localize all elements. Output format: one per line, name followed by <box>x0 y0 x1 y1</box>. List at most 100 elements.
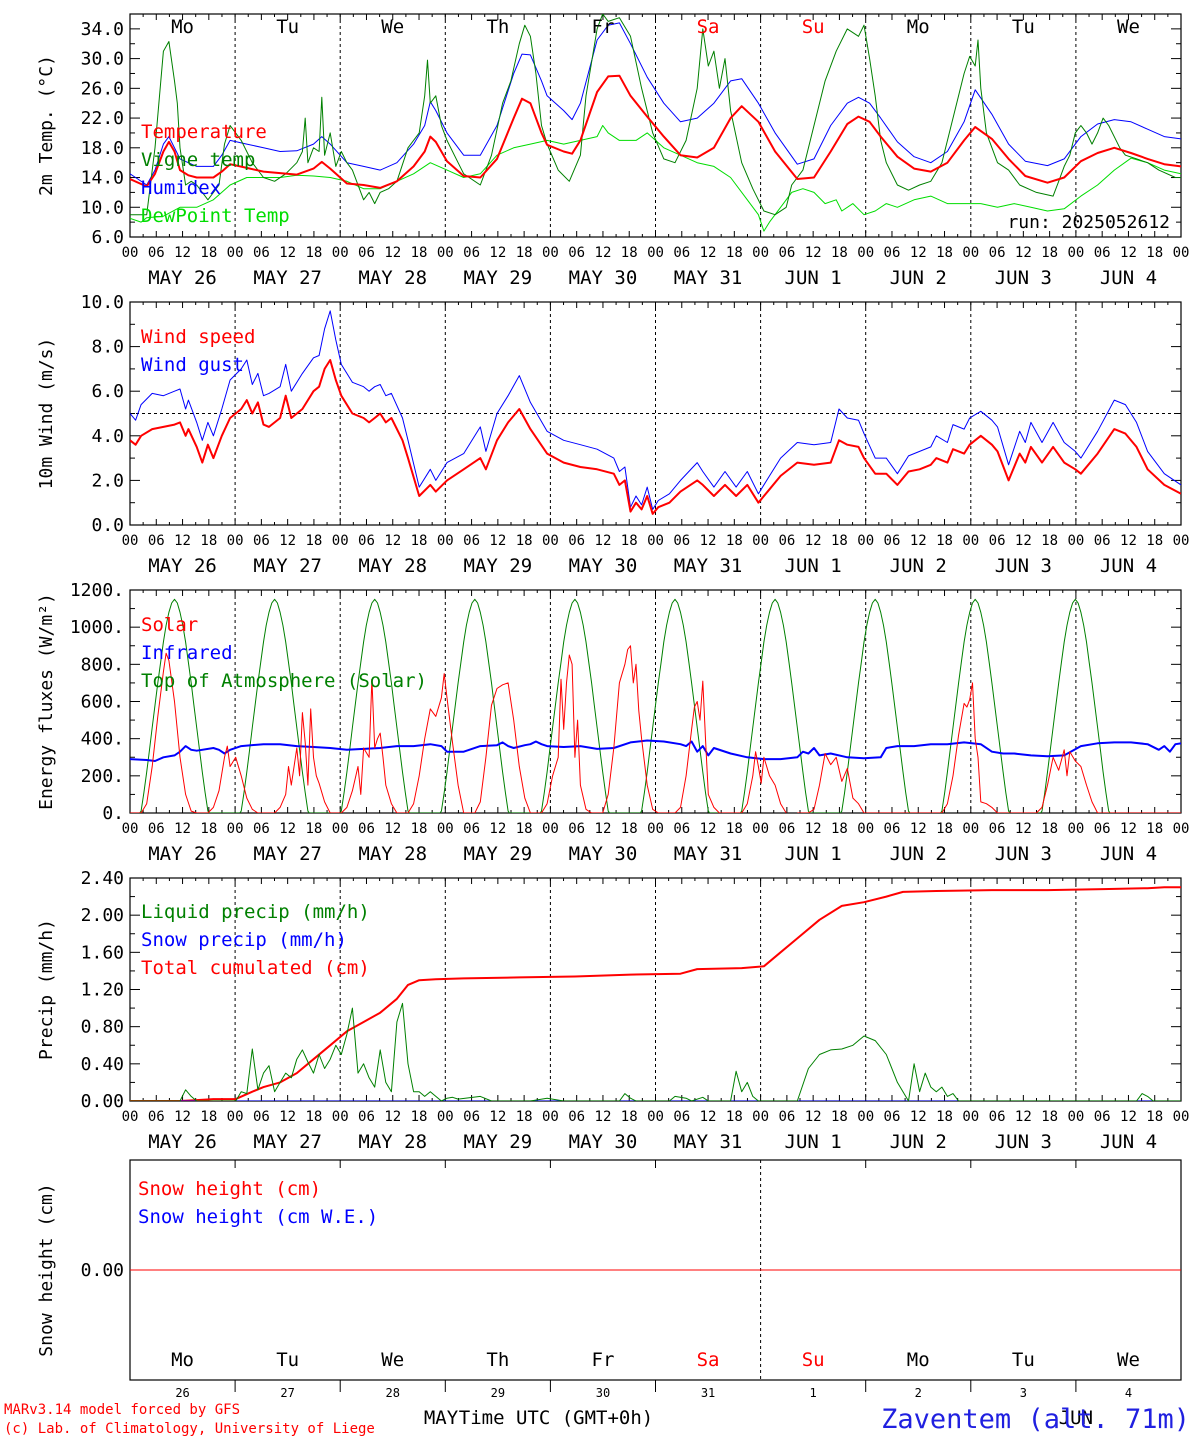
hour-label: 06 <box>884 1109 901 1125</box>
day-number: 28 <box>386 1386 400 1400</box>
y-tick-label: 8.0 <box>91 337 124 358</box>
hour-label: 18 <box>1146 1109 1163 1125</box>
day-label: JUN 3 <box>995 843 1052 865</box>
run-annotation: run: 2025052612 <box>1007 212 1170 233</box>
hour-label: 18 <box>200 821 217 837</box>
y-tick-label: 0.00 <box>81 1260 124 1281</box>
y-tick-label: 2.40 <box>81 868 124 889</box>
hour-label: 12 <box>700 533 717 549</box>
hour-label: 06 <box>358 1109 375 1125</box>
weekday-label: We <box>1117 1349 1140 1371</box>
day-label: MAY 30 <box>569 843 638 865</box>
hour-label: 12 <box>174 245 191 261</box>
y-tick-label: 10.0 <box>81 292 124 313</box>
day-label: JUN 4 <box>1100 843 1157 865</box>
day-label: MAY 31 <box>674 555 743 577</box>
day-label: JUN 2 <box>890 555 947 577</box>
model-credit: MARv3.14 model forced by GFS <box>4 1402 240 1418</box>
legend-entry: Top of Atmosphere (Solar) <box>141 670 427 692</box>
hour-label: 12 <box>910 821 927 837</box>
hour-label: 18 <box>411 533 428 549</box>
day-label: MAY 27 <box>253 267 322 289</box>
hour-label: 06 <box>1094 245 1111 261</box>
hour-label: 06 <box>568 245 585 261</box>
hour-label: 12 <box>384 533 401 549</box>
day-number: 27 <box>280 1386 294 1400</box>
hour-label: 00 <box>1067 1109 1084 1125</box>
y-tick-label: 30.0 <box>81 49 124 70</box>
weekday-label: Fr <box>592 16 615 38</box>
series-liquid-precip-mm-h- <box>130 1002 1181 1101</box>
day-label: JUN 3 <box>995 1131 1052 1153</box>
weekday-label: Fr <box>592 1349 615 1371</box>
hour-label: 06 <box>673 533 690 549</box>
day-label: MAY 31 <box>674 1131 743 1153</box>
y-tick-label: 14.0 <box>81 168 124 189</box>
hour-label: 00 <box>332 1109 349 1125</box>
hour-label: 12 <box>910 1109 927 1125</box>
hour-label: 00 <box>647 1109 664 1125</box>
hour-label: 12 <box>805 1109 822 1125</box>
y-tick-label: 1200. <box>70 580 124 601</box>
hour-label: 18 <box>726 1109 743 1125</box>
hour-label: 00 <box>122 821 139 837</box>
y-tick-label: 1000. <box>70 617 124 638</box>
month-label: MAY <box>424 1407 459 1429</box>
hour-label: 12 <box>700 245 717 261</box>
hour-label: 12 <box>174 821 191 837</box>
hour-label: 12 <box>489 533 506 549</box>
hour-label: 00 <box>752 1109 769 1125</box>
y-tick-label: 2.0 <box>91 470 124 491</box>
legend-entry: Infrared <box>141 642 233 664</box>
day-label: JUN 1 <box>785 267 842 289</box>
hour-label: 06 <box>884 245 901 261</box>
day-label: MAY 31 <box>674 843 743 865</box>
hour-label: 00 <box>1173 821 1190 837</box>
hour-label: 00 <box>962 1109 979 1125</box>
hour-label: 00 <box>227 245 244 261</box>
hour-label: 06 <box>1094 1109 1111 1125</box>
series-group <box>130 14 1181 232</box>
hour-label: 06 <box>989 533 1006 549</box>
hour-label: 00 <box>227 1109 244 1125</box>
day-label: JUN 4 <box>1100 555 1157 577</box>
hour-label: 00 <box>122 1109 139 1125</box>
hour-label: 06 <box>673 821 690 837</box>
hour-label: 18 <box>305 533 322 549</box>
hour-label: 00 <box>647 245 664 261</box>
series-wind-gust <box>130 310 1181 510</box>
hour-label: 00 <box>647 533 664 549</box>
hour-label: 00 <box>437 1109 454 1125</box>
day-label: JUN 3 <box>995 267 1052 289</box>
hour-label: 12 <box>805 245 822 261</box>
hour-label: 18 <box>200 245 217 261</box>
x-axis-label: Time UTC (GMT+0h) <box>459 1407 653 1429</box>
hour-label: 06 <box>778 821 795 837</box>
day-label: JUN 4 <box>1100 267 1157 289</box>
hour-label: 18 <box>1146 821 1163 837</box>
hour-label: 00 <box>752 533 769 549</box>
day-label: MAY 26 <box>148 843 217 865</box>
hour-label: 00 <box>962 245 979 261</box>
hour-label: 18 <box>200 533 217 549</box>
hour-label: 18 <box>726 245 743 261</box>
month-label: JUN <box>1059 1407 1093 1429</box>
hour-label: 00 <box>227 533 244 549</box>
hour-label: 00 <box>542 821 559 837</box>
day-label: MAY 31 <box>674 267 743 289</box>
hour-label: 00 <box>332 533 349 549</box>
series-solar <box>797 682 1181 813</box>
hour-label: 00 <box>437 533 454 549</box>
day-label: MAY 30 <box>569 1131 638 1153</box>
hour-label: 06 <box>253 821 270 837</box>
day-number: 26 <box>175 1386 189 1400</box>
hour-label: 00 <box>857 821 874 837</box>
series-group <box>130 886 1181 1101</box>
y-tick-label: 600. <box>81 692 124 713</box>
hour-label: 06 <box>989 1109 1006 1125</box>
day-label: JUN 4 <box>1100 1131 1157 1153</box>
panel-2: 0.0 2.0 4.0 6.0 8.0 10.0 10m Wind (m/s) Wind sp… <box>36 292 1189 577</box>
hour-label: 00 <box>542 1109 559 1125</box>
hour-label: 12 <box>1015 1109 1032 1125</box>
